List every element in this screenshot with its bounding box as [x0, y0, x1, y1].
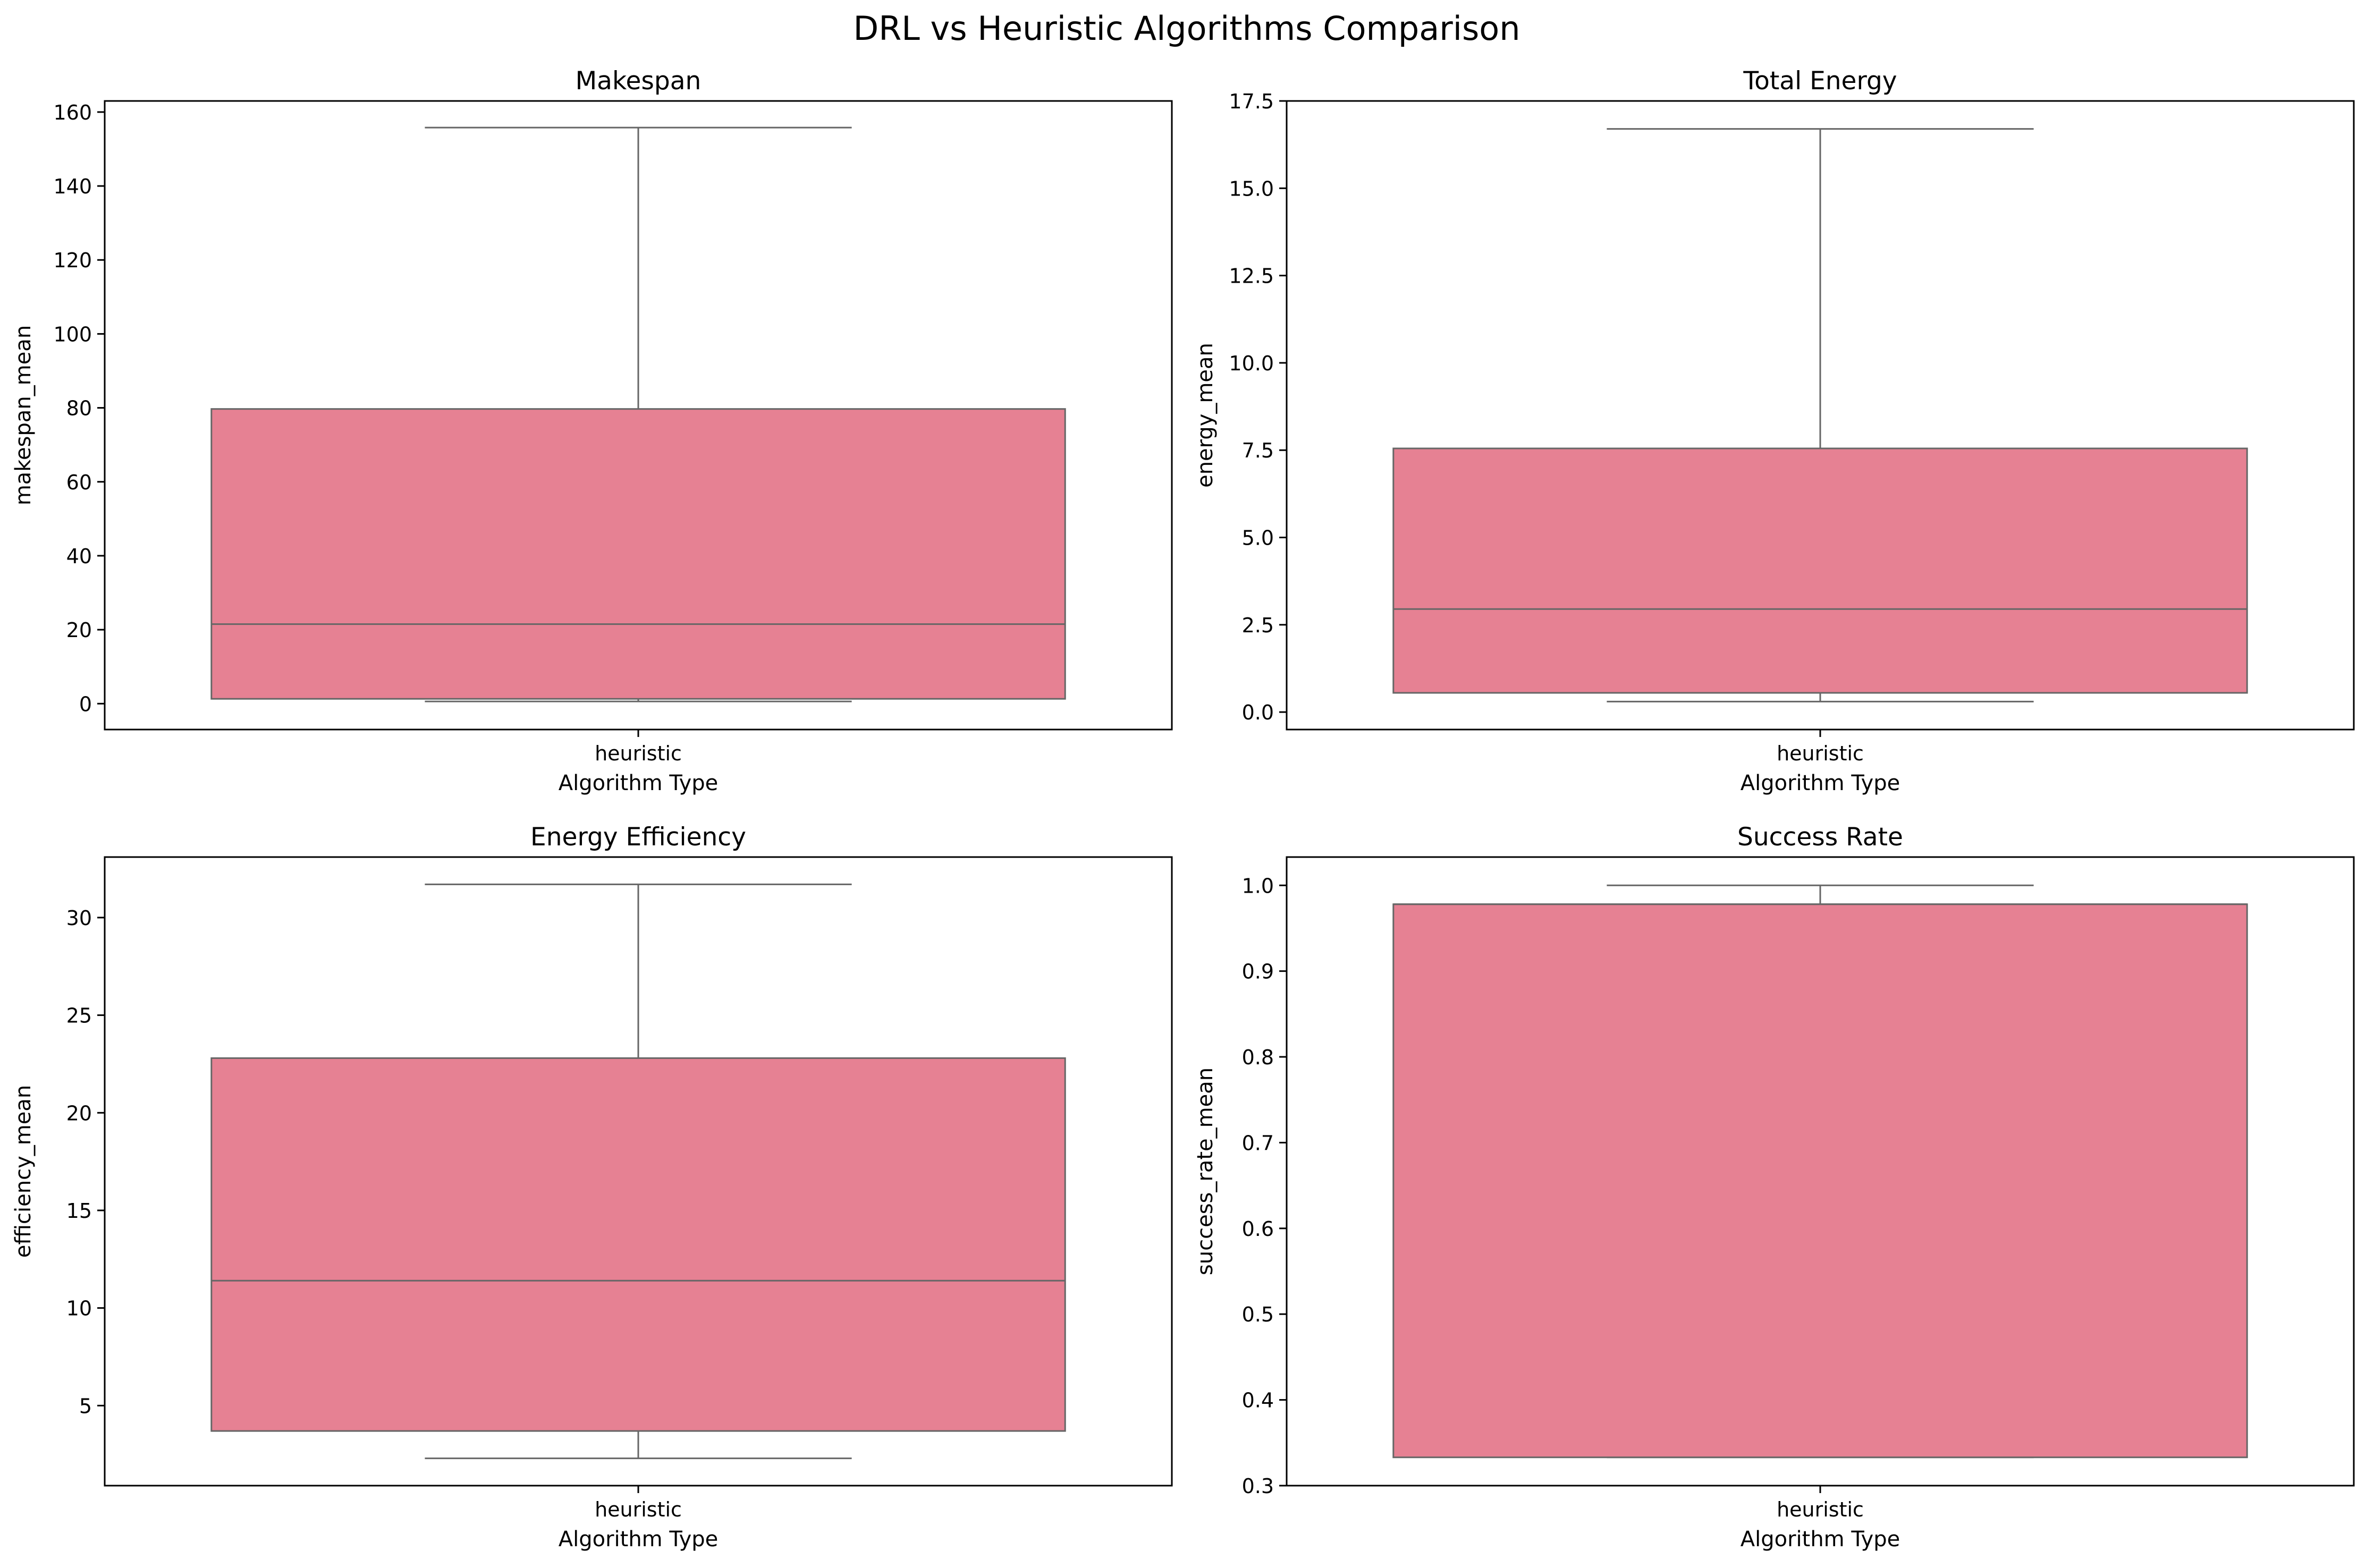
box-heuristic — [1392, 884, 2248, 1459]
y-axis-label: makespan_mean — [11, 325, 36, 505]
x-axis-label: Algorithm Type — [1741, 1527, 1900, 1552]
subplot-title: Success Rate — [1737, 823, 1903, 852]
y-tick-label: 0.3 — [1242, 1474, 1274, 1498]
x-tick-label: heuristic — [1777, 1498, 1864, 1521]
y-tick-label: 160 — [53, 101, 92, 124]
y-axis-label: efficiency_mean — [11, 1085, 36, 1258]
y-tick-label: 100 — [53, 323, 92, 346]
y-tick-label: 60 — [66, 471, 92, 494]
y-tick-label: 140 — [53, 175, 92, 198]
box-heuristic — [210, 883, 1066, 1460]
y-tick-label: 12.5 — [1229, 265, 1274, 288]
y-tick-label: 0.4 — [1242, 1389, 1274, 1412]
y-tick-label: 5 — [79, 1394, 92, 1418]
axes-frame — [104, 856, 1173, 1487]
y-tick-label: 1.0 — [1242, 874, 1274, 897]
subplot-title: Energy Efficiency — [530, 823, 746, 852]
subplot-1: Makespan 0 20 40 60 80 100 120 140 160 heuristic Al… — [11, 66, 1173, 795]
y-tick-label: 15.0 — [1229, 177, 1274, 200]
iqr-box — [1392, 903, 2248, 1459]
y-tick-label: 0.9 — [1242, 960, 1274, 984]
y-tick-label: 20 — [66, 1101, 92, 1125]
y-tick-label: 0.7 — [1242, 1131, 1274, 1155]
y-tick-label: 0.8 — [1242, 1046, 1274, 1069]
x-axis-label: Algorithm Type — [1741, 771, 1900, 795]
subplot-3: Energy Efficiency 5 10 15 20 25 30 heuristic Alg… — [11, 823, 1173, 1552]
iqr-box — [210, 408, 1066, 700]
figure-title: DRL vs Heuristic Algorithms Comparison — [853, 9, 1520, 48]
y-tick-label: 20 — [66, 618, 92, 642]
subplot-title: Makespan — [576, 66, 702, 96]
y-tick-label: 0 — [79, 692, 92, 716]
iqr-box — [210, 1057, 1066, 1432]
y-tick-label: 40 — [66, 545, 92, 568]
axes-frame — [104, 100, 1173, 731]
iqr-box — [1392, 447, 2248, 694]
x-tick-label: heuristic — [1777, 742, 1864, 765]
axes-frame — [1286, 100, 2355, 731]
y-tick-label: 17.5 — [1229, 90, 1274, 113]
box-heuristic — [210, 126, 1066, 702]
y-tick-label: 0.6 — [1242, 1217, 1274, 1241]
x-axis-label: Algorithm Type — [559, 771, 719, 795]
subplots-grid: Makespan 0 20 40 60 80 100 120 140 160 heuristic Al… — [11, 66, 2355, 1552]
y-axis-label: energy_mean — [1193, 343, 1218, 488]
subplot-title: Total Energy — [1743, 66, 1897, 96]
x-tick-label: heuristic — [595, 1498, 682, 1521]
y-tick-label: 10.0 — [1229, 352, 1274, 375]
y-tick-label: 80 — [66, 397, 92, 420]
x-tick-label: heuristic — [595, 742, 682, 765]
y-tick-label: 5.0 — [1242, 527, 1274, 550]
y-tick-label: 10 — [66, 1297, 92, 1320]
y-axis-label: success_rate_mean — [1193, 1067, 1218, 1275]
x-axis-label: Algorithm Type — [559, 1527, 719, 1552]
y-tick-label: 7.5 — [1242, 439, 1274, 462]
y-tick-label: 2.5 — [1242, 614, 1274, 637]
subplot-2: Total Energy 0.0 2.5 5.0 7.5 10.0 12.5 15.0 17.5… — [1193, 66, 2355, 795]
box-heuristic — [1392, 128, 2248, 702]
axes-frame — [1286, 856, 2355, 1487]
y-tick-label: 30 — [66, 906, 92, 930]
y-tick-label: 0.5 — [1242, 1303, 1274, 1326]
y-tick-label: 25 — [66, 1004, 92, 1028]
y-tick-label: 0.0 — [1242, 701, 1274, 724]
y-tick-label: 120 — [53, 249, 92, 272]
y-tick-label: 15 — [66, 1199, 92, 1223]
subplot-4: Success Rate 0.3 0.4 0.5 0.6 0.7 0.8 0.9 1.0 heur… — [1193, 823, 2355, 1552]
